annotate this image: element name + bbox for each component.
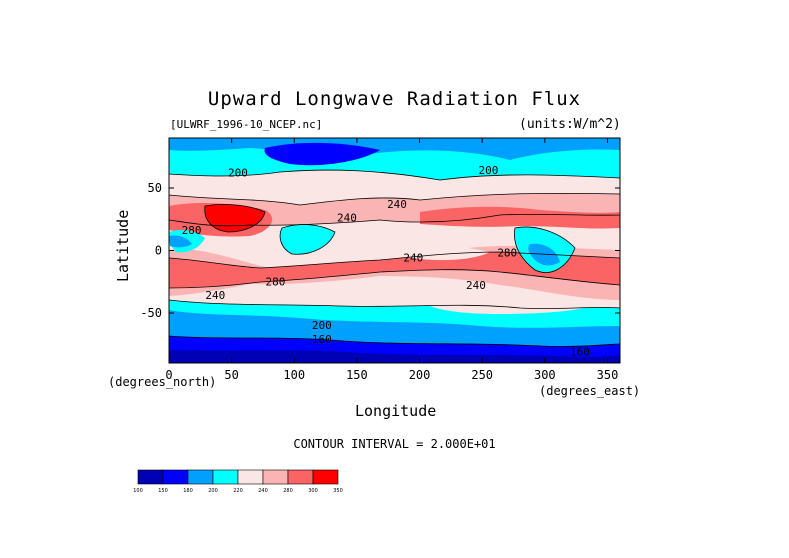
- contour-line: [279, 224, 336, 255]
- contour-label: 240: [466, 279, 486, 292]
- colorbar-swatch: [312, 469, 339, 485]
- colorbar-swatch: [212, 469, 239, 485]
- x-tick-label: 100: [283, 368, 305, 382]
- colorbar-swatch: [162, 469, 189, 485]
- colorbar-swatch: [137, 469, 164, 485]
- contour-line: [169, 269, 620, 289]
- contour-line: [169, 192, 620, 206]
- colorbar-label: 240: [258, 488, 268, 494]
- contour-label: 200: [312, 319, 332, 332]
- x-tick-label: 150: [346, 368, 368, 382]
- units-label: (units:W/m^2): [519, 117, 621, 132]
- x-tick-label: 250: [471, 368, 493, 382]
- contour-label: 160: [570, 345, 590, 358]
- contour-label: 200: [479, 164, 499, 177]
- antarctic-darkblue-region: [169, 350, 620, 363]
- x-tick-label: 350: [597, 368, 619, 382]
- contour-label: 240: [337, 212, 357, 225]
- contour-line: [169, 299, 620, 309]
- colorbar-swatch: [237, 469, 264, 485]
- dataset-filename: [ULWRF_1996-10_NCEP.nc]: [170, 118, 323, 131]
- polar-blue-region: [264, 142, 380, 166]
- tropical-red-band: [169, 252, 620, 288]
- north-pacific-red-band: [420, 206, 620, 229]
- contour-interval-note: CONTOUR INTERVAL = 2.000E+01: [293, 437, 496, 451]
- colorbar-label: 100: [133, 488, 143, 494]
- contour-label: 280: [182, 224, 202, 237]
- colorbar-label: 350: [333, 488, 343, 494]
- colorbar-swatch: [187, 469, 214, 485]
- contour-label: 240: [387, 198, 407, 211]
- contour-line: [169, 335, 620, 347]
- colorbar-label: 300: [308, 488, 318, 494]
- contour-line: [169, 213, 620, 227]
- maritime-continent-cyan-region: [280, 224, 335, 255]
- x-tick-label: 200: [409, 368, 431, 382]
- north-subtropic-pink-band: [169, 193, 620, 226]
- y-tick-label: 0: [155, 244, 162, 258]
- chart-title: Upward Longwave Radiation Flux: [207, 88, 582, 110]
- x-axis-note-right: (degrees_east): [539, 384, 641, 398]
- colorbar-label: 180: [183, 488, 193, 494]
- contour-label: 240: [403, 252, 423, 265]
- contour-line: [204, 204, 266, 233]
- x-tick-label: 0: [165, 368, 172, 382]
- x-tick-label: 50: [224, 368, 238, 382]
- contour-label: 280: [266, 275, 286, 288]
- x-tick-label: 300: [534, 368, 556, 382]
- colorbar-label: 280: [283, 488, 293, 494]
- contour-label: 200: [228, 167, 248, 180]
- arctic-lightblue-region: [169, 138, 620, 160]
- colorbar-swatch: [287, 469, 314, 485]
- y-tick-label: 50: [148, 181, 162, 195]
- x-axis-label: Longitude: [355, 402, 437, 420]
- contour-label: 240: [205, 289, 225, 302]
- contour-label: 280: [497, 247, 517, 260]
- colorbar-swatch: [262, 469, 289, 485]
- y-tick-label: -50: [140, 306, 162, 320]
- africa-lightblue-region: [169, 235, 192, 248]
- pacific-warm-pool-light-region: [387, 242, 490, 261]
- x-axis-note-left: (degrees_north): [108, 375, 217, 389]
- colorbar-label: 200: [208, 488, 218, 494]
- contour-line: [169, 251, 620, 269]
- contour-label: 160: [312, 333, 332, 346]
- colorbar-label: 150: [158, 488, 168, 494]
- contour-line: [514, 226, 576, 273]
- colorbar-label: 220: [233, 488, 243, 494]
- contour-line: [169, 169, 620, 181]
